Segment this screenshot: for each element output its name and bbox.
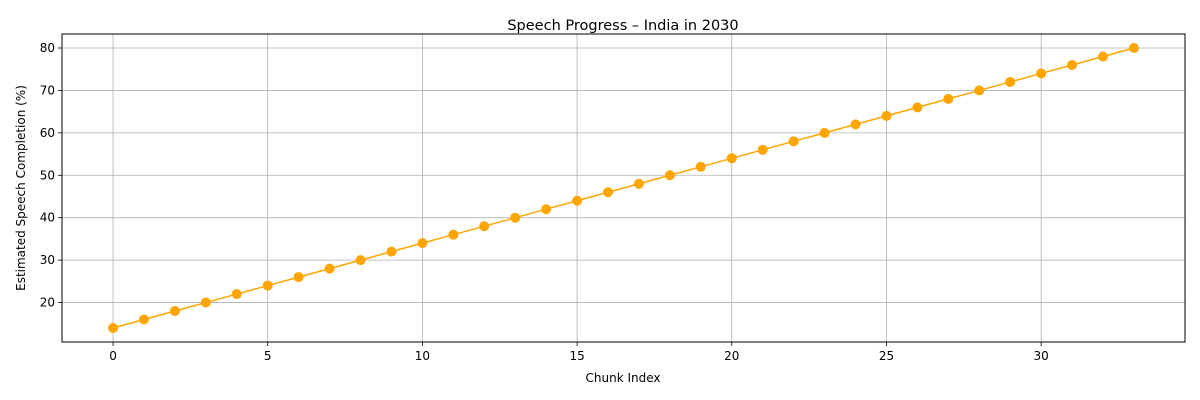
y-tick-label: 20 (40, 296, 55, 310)
y-axis-label: Estimated Speech Completion (%) (14, 85, 28, 291)
tick-layer: 0 5 10 15 20 25 30 20 30 40 50 60 70 80 (40, 41, 1049, 363)
data-point (448, 229, 459, 240)
grid-layer (62, 34, 1185, 342)
y-tick-label: 30 (40, 253, 55, 267)
data-point (603, 187, 614, 198)
x-tick-label: 10 (415, 349, 430, 363)
data-point (757, 144, 768, 155)
data-point (974, 85, 985, 96)
x-tick-label: 30 (1034, 349, 1049, 363)
chart-title: Speech Progress – India in 2030 (507, 18, 738, 34)
x-tick-label: 0 (109, 349, 117, 363)
data-point (324, 263, 335, 274)
data-point (572, 195, 583, 206)
data-point (541, 204, 552, 215)
data-point (1067, 59, 1078, 70)
data-point (943, 93, 954, 104)
x-axis-label: Chunk Index (586, 371, 661, 385)
data-point (850, 119, 861, 130)
data-point (788, 136, 799, 147)
series-line (112, 47, 1135, 329)
x-tick-label: 5 (264, 349, 272, 363)
y-tick-label: 70 (40, 83, 55, 97)
plot-frame (61, 33, 1186, 343)
data-point (510, 212, 521, 223)
data-point (819, 127, 830, 138)
data-point (417, 238, 428, 249)
data-point (138, 314, 149, 325)
data-point (108, 323, 119, 333)
x-tick-label: 15 (569, 349, 584, 363)
data-point (1128, 43, 1139, 53)
data-point (695, 161, 706, 172)
data-point (726, 153, 737, 164)
y-tick-label: 50 (40, 168, 55, 182)
data-point (1005, 76, 1016, 87)
data-point (1036, 68, 1047, 79)
series-layer (108, 43, 1139, 333)
data-point (231, 289, 242, 300)
data-point (633, 178, 644, 189)
data-point (200, 297, 211, 308)
data-point (881, 110, 892, 121)
data-point (293, 272, 304, 283)
data-point (912, 102, 923, 113)
y-tick-label: 60 (40, 126, 55, 140)
x-tick-label: 25 (879, 349, 894, 363)
data-point (479, 221, 490, 232)
data-point (262, 280, 273, 291)
data-point (1098, 51, 1109, 62)
data-point (355, 255, 366, 266)
data-point (386, 246, 397, 257)
x-tick-label: 20 (724, 349, 739, 363)
y-tick-label: 80 (40, 41, 55, 55)
data-point (664, 170, 675, 181)
y-tick-label: 40 (40, 211, 55, 225)
data-point (169, 306, 180, 317)
